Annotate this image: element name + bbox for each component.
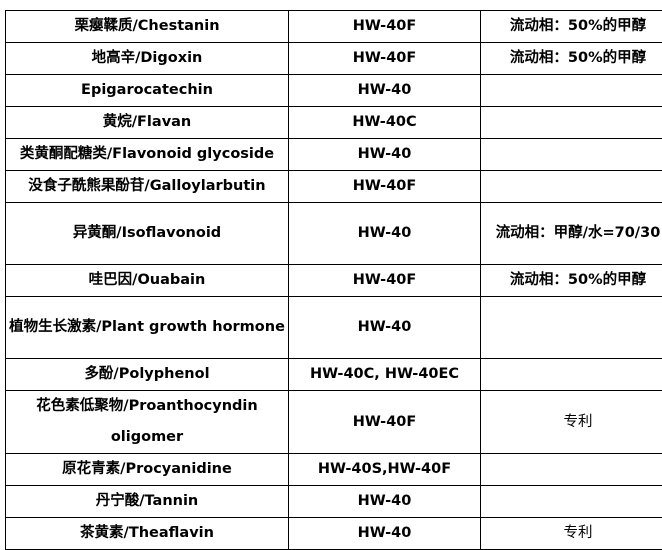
resin-cell: HW-40 xyxy=(289,486,481,518)
note-cell xyxy=(481,359,662,391)
note-cell: 流动相：50%的甲醇 xyxy=(481,11,662,43)
resin-cell: HW-40S,HW-40F xyxy=(289,454,481,486)
compound-cell: 多酚/Polyphenol xyxy=(6,359,289,391)
compound-cell: 植物生长激素/Plant growth hormone xyxy=(6,297,289,359)
compound-cell: 花色素低聚物/Proanthocyndin oligomer xyxy=(6,391,289,454)
note-cell xyxy=(481,171,662,203)
note-cell xyxy=(481,486,662,518)
note-cell: 流动相：50%的甲醇 xyxy=(481,43,662,75)
note-cell: 流动相：50%的甲醇 xyxy=(481,265,662,297)
resin-cell: HW-40 xyxy=(289,203,481,265)
compound-cell: 原花青素/Procyanidine xyxy=(6,454,289,486)
note-cell xyxy=(481,75,662,107)
compound-cell: 丹宁酸/Tannin xyxy=(6,486,289,518)
resin-cell: HW-40F xyxy=(289,43,481,75)
note-cell xyxy=(481,107,662,139)
compound-cell: 类黄酮配糖类/Flavonoid glycoside xyxy=(6,139,289,171)
resin-cell: HW-40F xyxy=(289,11,481,43)
note-cell xyxy=(481,454,662,486)
resin-cell: HW-40F xyxy=(289,265,481,297)
resin-cell: HW-40 xyxy=(289,75,481,107)
resin-cell: HW-40C, HW-40EC xyxy=(289,359,481,391)
compound-cell: 哇巴因/Ouabain xyxy=(6,265,289,297)
note-cell xyxy=(481,297,662,359)
note-cell: 流动相：甲醇/水=70/30 xyxy=(481,203,662,265)
compound-cell: 没食子酰熊果酚苷/Galloylarbutin xyxy=(6,171,289,203)
resin-cell: HW-40 xyxy=(289,139,481,171)
note-cell: 专利 xyxy=(481,391,662,454)
compound-cell: 栗瘿鞣质/Chestanin xyxy=(6,11,289,43)
compound-cell: 异黄酮/Isoflavonoid xyxy=(6,203,289,265)
resin-cell: HW-40 xyxy=(289,297,481,359)
resin-cell: HW-40F xyxy=(289,171,481,203)
compound-cell: 黄烷/Flavan xyxy=(6,107,289,139)
compound-cell: Epigarocatechin xyxy=(6,75,289,107)
resin-cell: HW-40F xyxy=(289,391,481,454)
note-cell xyxy=(481,139,662,171)
compound-cell: 地高辛/Digoxin xyxy=(6,43,289,75)
resin-cell: HW-40C xyxy=(289,107,481,139)
